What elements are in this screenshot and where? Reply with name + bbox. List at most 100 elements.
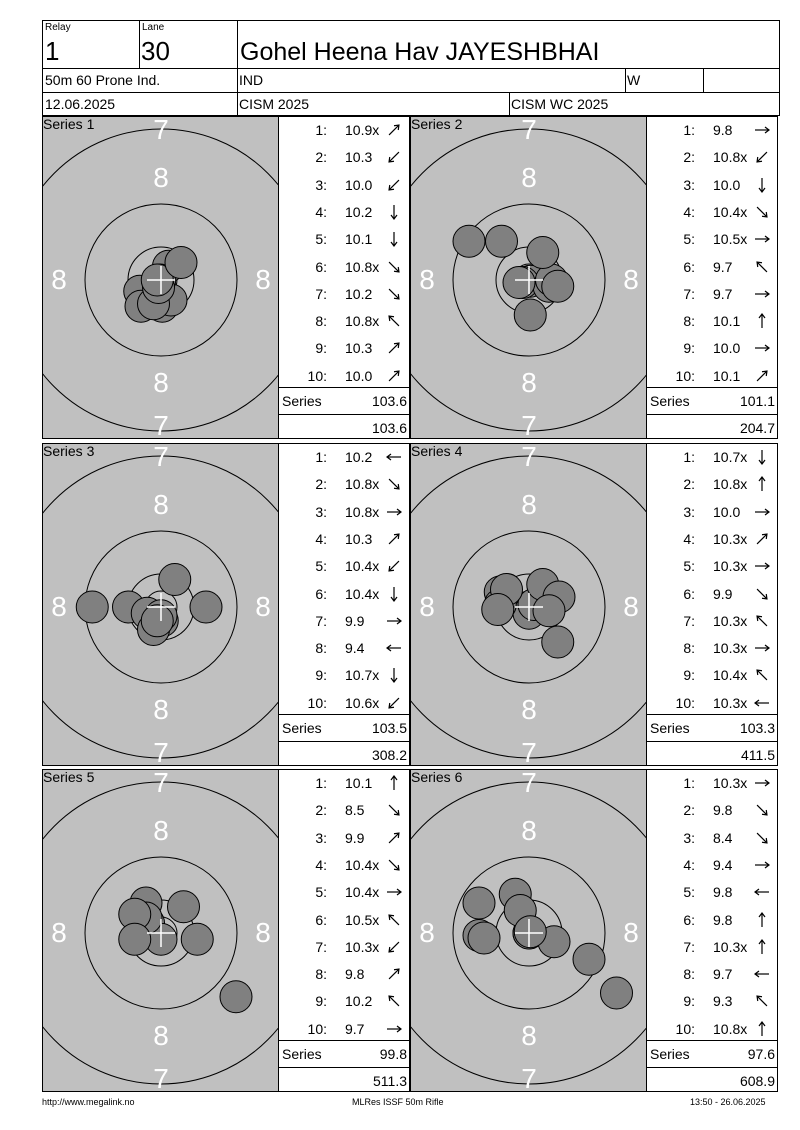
shot-number: 5: [315,884,327,901]
shot-row: 7: 10.3x [279,934,410,961]
shot-row: 6: 10.4x [279,581,410,608]
target-rings: 7 7 8 8 8 8 [43,770,278,1091]
shot-hole [481,593,515,626]
direction-arrow-icon [755,235,770,243]
shot-hole [452,224,486,258]
ring-number: 8 [153,162,169,193]
shot-number: 1: [683,775,695,791]
direction-arrow-icon [390,668,398,684]
series-total-label: Series [282,1046,322,1062]
competition: CISM 2025 [239,96,310,112]
ring-number: 7 [153,737,169,766]
shot-row: 8: 10.3x [647,635,778,662]
target-ring [411,455,646,759]
shot-number: 3: [683,176,695,193]
date: 12.06.2025 [45,96,116,112]
direction-arrow-icon [386,453,401,461]
direction-arrow-icon [756,832,768,844]
shot-score: 10.1 [345,231,373,248]
shot-number: 8: [315,966,327,983]
direction-arrow-icon [388,151,400,163]
shot-row: 2: 10.3 [279,144,410,171]
shot-score: 9.8 [713,911,733,928]
shot-score: 10.8x [345,313,380,330]
series-panel: 7 7 8 8 8 8 Series 6 1: 10.3x 2: 9.8 3: 8.4 4: 9.4 5: 9.… [410,769,780,1092]
ring-number: 8 [419,264,435,295]
shot-row: 7: 10.2 [279,281,410,308]
shot-number: 6: [683,585,695,602]
shot-score: 10.2 [345,203,373,220]
shot-score: 10.3 [345,149,373,166]
direction-arrow-icon [388,941,400,953]
shot-number: 9: [683,340,695,357]
shot-hole [513,915,547,949]
direction-arrow-icon [755,126,770,134]
shot-row: 5: 10.1 [279,226,410,253]
series-total-label: Series [650,720,690,736]
shot-score: 10.4x [345,856,380,873]
shot-list: 1: 10.1 2: 8.5 3: 9.9 4: 10.4x 5: 10.4x 6: 10.5x 7: 1… [279,769,410,1092]
shot-score: 10.0 [713,503,741,520]
shot-row: 7: 10.3x [647,608,778,635]
shot-number: 5: [683,884,695,901]
series-panel: 7 7 8 8 8 8 Series 5 1: 10.1 2: 8.5 3: 9.9 4: 10.4x 5: 1… [42,769,410,1092]
series-total-row: Series 103.5 [279,714,409,742]
shot-hole [219,980,253,1014]
series-total: 97.6 [747,1046,775,1062]
target-rings: 7 7 8 8 8 8 [411,117,646,438]
direction-arrow-icon [758,177,766,193]
cumulative-total: 511.3 [373,1073,407,1089]
direction-arrow-icon [756,804,768,816]
direction-arrow-icon [390,775,398,790]
direction-arrow-icon [388,179,400,191]
series-total: 103.6 [371,393,407,409]
shot-number: 1: [683,449,695,465]
shot-score: 10.4x [713,203,748,220]
direction-arrow-icon [388,560,400,572]
shot-score: 9.8 [345,966,365,983]
direction-arrow-icon [755,644,770,652]
target-ring [411,781,646,1085]
shot-score: 10.3x [713,612,748,629]
shot-score: 9.7 [713,966,733,983]
shot-score: 10.3x [713,775,748,791]
direction-arrow-icon [755,344,770,352]
shot-score: 10.2 [345,449,373,465]
target-ring [84,856,238,1010]
direction-arrow-icon [388,261,400,273]
shot-number: 6: [683,258,695,275]
shot-score: 10.4x [713,667,748,684]
shot-row: 8: 9.4 [279,635,410,662]
direction-arrow-icon [388,697,400,709]
shot-number: 4: [683,530,695,547]
direction-arrow-icon [754,888,769,896]
shot-list: 1: 10.7x 2: 10.8x 3: 10.0 4: 10.3x 5: 10.3x 6: 9.9 7… [647,443,778,766]
series-total-row: Series 99.8 [279,1040,409,1068]
ring-number: 7 [521,117,537,145]
shot-hole [600,976,633,1010]
shot-row: 1: 10.7x [647,444,778,471]
shot-number: 10: [307,694,327,711]
series-title: Series 3 [43,443,95,459]
direction-arrow-icon [387,1025,402,1033]
shot-hole [140,604,174,638]
cumulative-total: 308.2 [371,747,407,763]
shot-score: 9.8 [713,884,733,901]
shot-score: 10.3x [713,530,748,547]
shot-row: 4: 10.3x [647,526,778,553]
ring-number: 8 [623,264,639,295]
shot-number: 10: [675,1020,695,1037]
shot-number: 1: [315,449,327,465]
direction-arrow-icon [388,342,400,354]
shot-row: 3: 8.4 [647,825,778,852]
relay-number: 1 [45,36,60,66]
series-total-label: Series [650,1046,690,1062]
direction-arrow-icon [388,478,400,490]
shot-score: 10.7x [713,449,748,465]
shot-hole [467,921,501,955]
direction-arrow-icon [758,1020,766,1036]
shot-number: 7: [683,285,695,302]
shot-number: 2: [315,802,327,819]
shot-row: 7: 9.9 [279,608,410,635]
series-total: 101.1 [739,393,775,409]
